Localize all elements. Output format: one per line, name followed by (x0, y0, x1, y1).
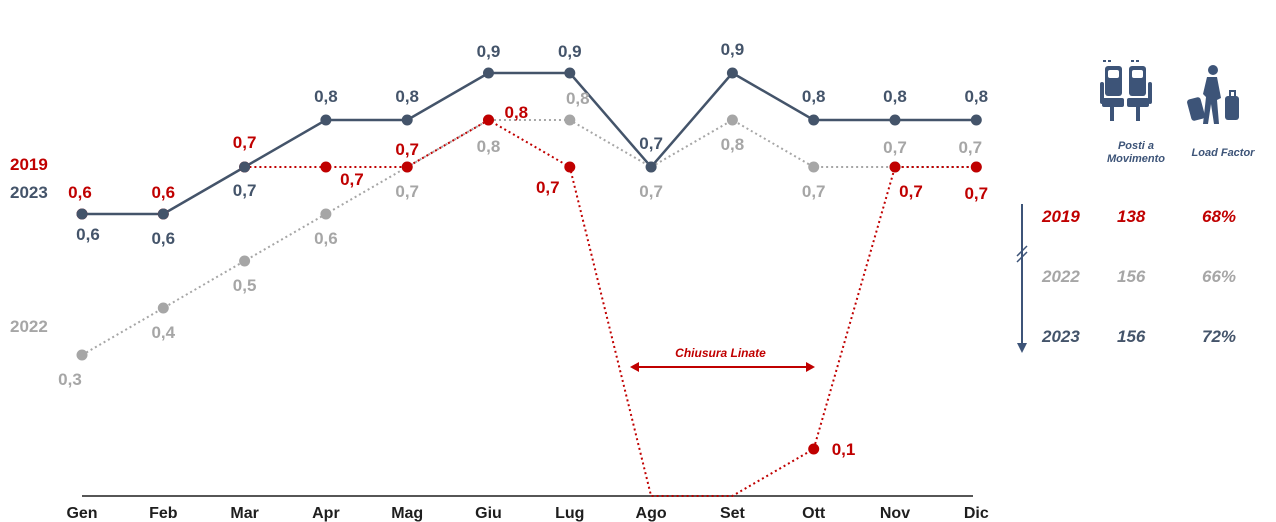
row-year: 2022 (1042, 267, 1080, 286)
annotation-text: Chiusura Linate (675, 346, 766, 360)
data-point-2023 (970, 114, 982, 126)
legend-label-2019: 2019 (10, 155, 48, 174)
data-label-2022: 0,8 (721, 135, 745, 154)
data-label-2023: 0,7 (233, 181, 257, 200)
row-year: 2023 (1042, 327, 1080, 346)
data-point-2019 (483, 114, 494, 126)
data-label-2023: 0,9 (721, 40, 745, 59)
data-point-2022 (320, 208, 332, 220)
data-point-2022 (157, 302, 169, 314)
x-tick-label: Gen (66, 505, 97, 522)
data-label-2022: 0,7 (883, 138, 907, 157)
row-posti: 138 (1117, 207, 1146, 226)
data-label-2019: 0,8 (505, 103, 529, 122)
down-arrow-icon (1016, 204, 1028, 353)
data-label-2022: 0,7 (639, 182, 663, 201)
data-label-2022: 0,5 (233, 276, 257, 295)
data-point-2022 (808, 161, 820, 173)
data-label-2022: 0,8 (477, 137, 501, 156)
data-point-2019 (564, 161, 576, 173)
data-label-2023: 0,8 (395, 87, 419, 106)
data-label-2019: 0,6 (68, 183, 92, 202)
data-point-2019 (808, 443, 820, 455)
data-label-2023: 0,8 (802, 87, 826, 106)
x-tick-label: Dic (964, 505, 989, 522)
data-point-2023 (401, 114, 413, 126)
data-point-2023 (726, 67, 738, 79)
data-label-2022: 0,8 (566, 89, 590, 108)
data-point-2023 (76, 208, 88, 220)
arrowhead-right-icon (806, 362, 815, 372)
table-row: 2022 156 66% (1042, 267, 1276, 291)
data-point-2022 (726, 114, 738, 126)
data-label-2019: 0,7 (964, 184, 988, 203)
data-point-2023 (483, 67, 494, 79)
table-row: 2019 138 68% (1042, 207, 1276, 231)
data-label-2022: 0,7 (958, 138, 982, 157)
x-tick-label: Nov (880, 505, 910, 522)
data-point-2019 (401, 161, 413, 173)
data-point-2023 (645, 161, 657, 173)
data-label-2019: 0,7 (340, 170, 364, 189)
data-label-2022: 0,7 (802, 182, 826, 201)
data-point-2019 (889, 161, 901, 173)
x-tick-label: Apr (312, 505, 340, 522)
row-load-factor: 68% (1202, 207, 1237, 226)
x-tick-label: Ott (802, 505, 826, 522)
x-tick-label: Set (720, 505, 746, 522)
data-label-2023: 0,7 (639, 134, 663, 153)
data-label-2019: 0,7 (536, 178, 560, 197)
header-posti: Posti a Movimento (1106, 140, 1166, 165)
row-load-factor: 66% (1202, 267, 1237, 286)
data-point-2023 (239, 161, 251, 173)
data-label-2019: 0,7 (899, 182, 923, 201)
data-point-2023 (889, 114, 901, 126)
x-tick-label: Feb (149, 505, 178, 522)
data-point-2023 (564, 67, 576, 79)
data-label-2019: 0,7 (233, 133, 257, 152)
data-point-2022 (76, 349, 88, 361)
data-point-2023 (157, 208, 169, 220)
side-table: Posti a Movimento Load Factor 2019 138 68%… (1015, 60, 1275, 360)
legend-label-2023: 2023 (10, 183, 48, 202)
data-point-2023 (320, 114, 332, 126)
data-point-2019 (320, 161, 332, 173)
airplane-seats-icon (1100, 60, 1152, 121)
data-label-2019: 0,6 (151, 183, 175, 202)
data-point-2019 (970, 161, 982, 173)
line-chart: Gen Feb Mar Apr Mag Giu Lug Ago Set Ott Nov Dic 0,3… (10, 40, 989, 522)
data-point-2022 (564, 114, 576, 126)
x-tick-label: Ago (636, 505, 667, 522)
row-posti: 156 (1117, 267, 1146, 286)
x-tick-label: Mag (391, 505, 423, 522)
header-load-factor: Load Factor (1191, 147, 1255, 159)
table-row: 2023 156 72% (1042, 327, 1276, 351)
x-tick-label: Giu (475, 505, 502, 522)
x-tick-label: Lug (555, 505, 584, 522)
data-label-2019: 0,1 (832, 440, 856, 459)
series-line-2023 (82, 71, 977, 216)
data-label-2023: 0,6 (151, 229, 175, 248)
data-label-2022: 0,4 (151, 323, 175, 342)
data-label-2023: 0,8 (314, 87, 338, 106)
data-point-2023 (808, 114, 820, 126)
row-load-factor: 72% (1202, 327, 1237, 346)
row-posti: 156 (1117, 327, 1146, 346)
row-year: 2019 (1042, 207, 1080, 226)
x-tick-label: Mar (230, 505, 258, 522)
data-point-2022 (239, 255, 251, 267)
data-label-2022: 0,6 (314, 229, 338, 248)
legend-label-2022: 2022 (10, 317, 48, 336)
data-label-2023: 0,8 (964, 87, 988, 106)
traveler-luggage-icon (1187, 65, 1239, 124)
data-label-2022: 0,7 (395, 182, 419, 201)
data-label-2023: 0,6 (76, 225, 100, 244)
data-label-2023: 0,9 (477, 42, 501, 61)
series-line-2022 (81, 118, 977, 356)
arrowhead-left-icon (630, 362, 639, 372)
data-label-2022: 0,3 (58, 370, 82, 389)
data-label-2023: 0,8 (883, 87, 907, 106)
data-label-2019: 0,7 (395, 140, 419, 159)
data-label-2023: 0,9 (558, 42, 582, 61)
